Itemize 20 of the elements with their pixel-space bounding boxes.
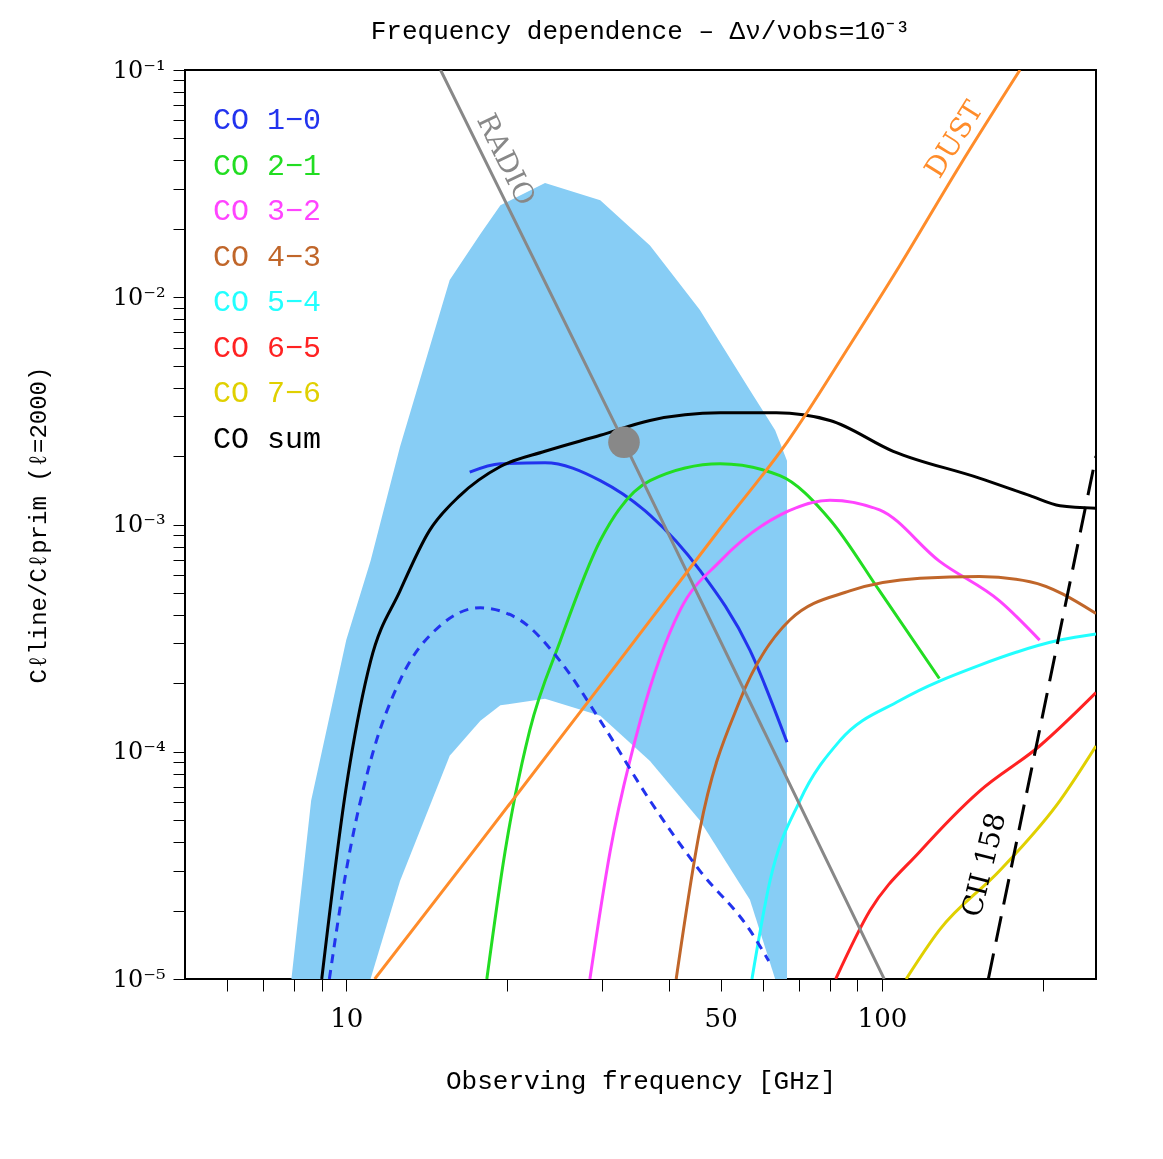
text: CO sum xyxy=(213,422,322,457)
x-tick-label: 10 xyxy=(330,1002,364,1033)
text: CO 2−1 xyxy=(213,149,322,184)
text: CO 7−6 xyxy=(213,377,322,411)
y-axis-title: Cℓline/Cℓprim (ℓ=2000) xyxy=(25,366,53,684)
y-tick-label: 10⁻⁴ xyxy=(112,737,166,766)
y-tick-label: 10⁻² xyxy=(112,282,166,311)
text: CO 4−3 xyxy=(213,240,322,275)
x-tick-label: 50 xyxy=(704,1002,738,1033)
chart-title: Frequency dependence – Δν/νobs=10⁻³ xyxy=(370,17,911,47)
y-tick-label: 10⁻⁵ xyxy=(112,964,166,993)
text: CO 3−2 xyxy=(213,195,322,229)
y-tick-label: 10⁻¹ xyxy=(112,55,166,84)
y-tick-label: 10⁻³ xyxy=(112,510,166,538)
text: CO 6−5 xyxy=(213,331,322,366)
text: CO 5−4 xyxy=(213,286,322,320)
text: CO 1−0 xyxy=(213,104,322,138)
x-axis-title: Observing frequency [GHz] xyxy=(445,1066,837,1097)
annotation: CII 158 xyxy=(954,809,1013,920)
x-tick-label: 100 xyxy=(857,1002,908,1033)
